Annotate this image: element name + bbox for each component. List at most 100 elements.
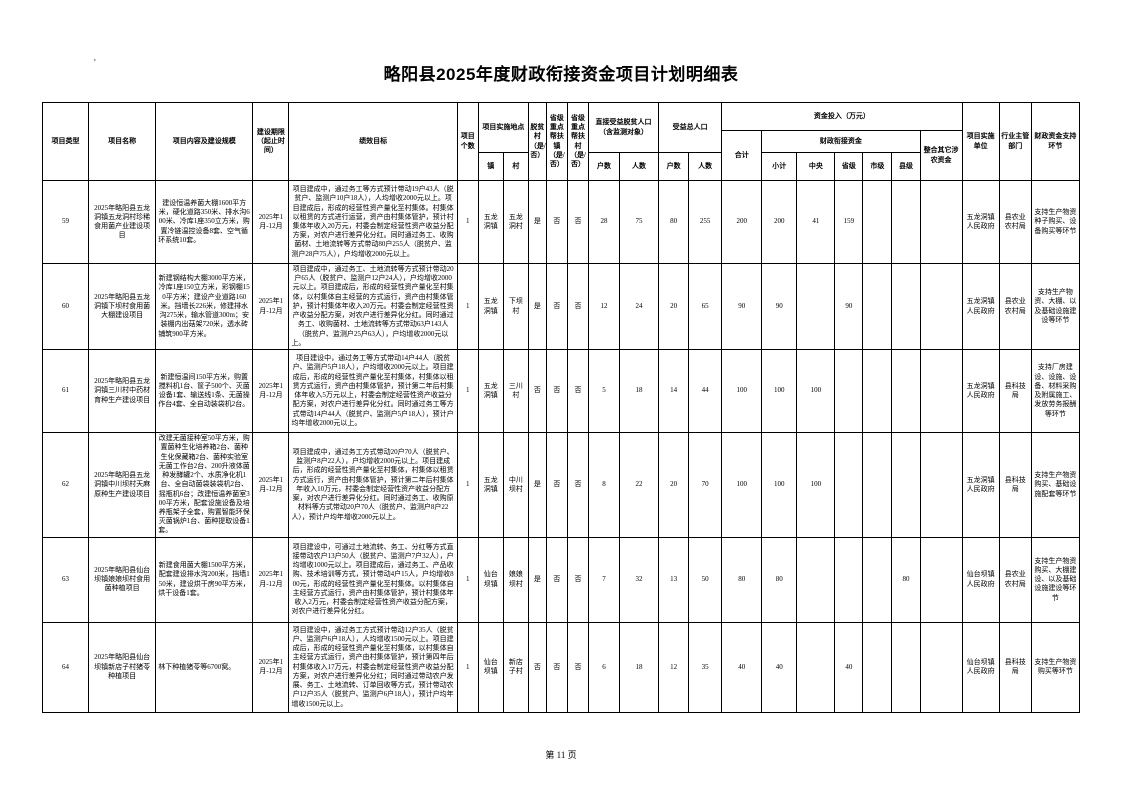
stray-mark: ' — [94, 58, 96, 69]
cell-key-town: 否 — [545, 536, 568, 623]
col-header-key-town: 省级重点帮扶镇（是/否） — [545, 102, 568, 181]
cell-fund-provincial — [834, 432, 864, 538]
cell-fund-subtotal: 100 — [761, 349, 798, 434]
cell-total-pp: 35 — [688, 621, 723, 713]
col-header-implement-unit: 项目实施单位 — [961, 102, 1000, 181]
col-header-project-name: 项目名称 — [88, 102, 157, 181]
cell-key-town: 否 — [545, 621, 568, 713]
table-row: 62 2025年略阳县五龙洞镇中川坝村天麻原种生产建设项目 改建无菌接种室50平方米… — [41, 432, 1081, 538]
cell-fund-total: 80 — [721, 536, 763, 623]
cell-key-village: 否 — [566, 536, 589, 623]
cell-fund-central: 100 — [796, 432, 836, 538]
col-header-fiscal-funds: 财政衔接资金 — [761, 130, 921, 153]
cell-content: 建设恒温养菌大棚1600平方米，硬化道路350米、排水沟600米、冷库1座350… — [155, 180, 254, 264]
cell-support: 支持厂房建设、设施、设备、材料采购及附属施工、发放劳务报酬等环节 — [1030, 349, 1081, 434]
cell-support: 支持生产物资种子购买、设备购买等环节 — [1030, 180, 1081, 264]
cell-fund-subtotal: 100 — [761, 432, 798, 538]
cell-dept: 县科技局 — [998, 349, 1032, 434]
cell-count: 1 — [456, 349, 479, 434]
col-header-location: 项目实施地点 — [477, 102, 529, 153]
cell-total-pp: 255 — [688, 180, 723, 264]
cell-fund-subtotal: 40 — [761, 621, 798, 713]
cell-goal: 项目建成中，通过务工等方式预计带动19户43人（脱贫户、监测户10户18人），人… — [288, 180, 458, 264]
col-header-project-count: 项目个数 — [456, 102, 479, 181]
col-header-performance-goal: 绩效目标 — [288, 102, 458, 181]
table-body: 59 2025年略阳县五龙洞镇五龙洞村珍稀食用菌产业建设项目 建设恒温养菌大棚160… — [41, 180, 1081, 713]
cell-name: 2025年略阳县仙台坝镇娘娘坝村食用菌种植项目 — [88, 536, 157, 623]
cell-goal: 项目建设中，可通过土地流转、务工、分红等方式直接带动农户13户50人（脱贫户、监… — [288, 536, 458, 623]
cell-key-town: 否 — [545, 262, 568, 351]
cell-fund-provincial: 90 — [834, 262, 864, 351]
cell-key-town: 否 — [545, 349, 568, 434]
cell-seq: 60 — [41, 262, 90, 351]
cell-fund-total: 100 — [721, 349, 763, 434]
cell-goal: 项目建成中，通过务工、土地流转等方式预计带动20户65人（脱贫户、监测户12户2… — [288, 262, 458, 351]
cell-direct-hh: 5 — [587, 349, 621, 434]
cell-unit: 仙台坝镇人民政府 — [961, 621, 1000, 713]
cell-direct-pp: 32 — [619, 536, 660, 623]
cell-support: 支持生产物资、大棚、以及基础设施建设等环节 — [1030, 262, 1081, 351]
cell-direct-pp: 22 — [619, 432, 660, 538]
cell-fund-municipal — [862, 536, 893, 623]
cell-support: 支持生产物资购买、基础设施配套等环节 — [1030, 432, 1081, 538]
col-header-key-village: 省级重点帮扶村（是/否） — [566, 102, 589, 181]
cell-goal: 项目建设中，通过务工方式预计带动12户35人（脱贫户、监测户6户18人），人均增… — [288, 621, 458, 713]
col-header-county: 县级 — [891, 152, 921, 181]
cell-fund-county — [891, 262, 921, 351]
cell-total-hh: 20 — [658, 262, 690, 351]
col-header-total-people: 人数 — [688, 152, 723, 181]
cell-period: 2025年1月-12月 — [252, 349, 290, 434]
cell-fund-central — [796, 536, 836, 623]
cell-total-pp: 65 — [688, 262, 723, 351]
col-header-industry-dept: 行业主管部门 — [998, 102, 1032, 181]
table-row: 60 2025年略阳县五龙洞镇下坝村食用菌大棚建设项目 新建钢结构大棚3000平方米… — [41, 262, 1081, 351]
cell-town: 仙台坝镇 — [477, 621, 504, 713]
cell-unit: 五龙洞镇人民政府 — [961, 432, 1000, 538]
cell-village: 娘娘坝村 — [502, 536, 529, 623]
cell-unit: 五龙洞镇人民政府 — [961, 349, 1000, 434]
cell-fund-other — [919, 262, 963, 351]
cell-seq: 63 — [41, 536, 90, 623]
cell-content: 新建恒温间150平方米，购置搅料机1台、筐子500个、灭菌设备1套、输送线1条、… — [155, 349, 254, 434]
cell-town: 五龙洞镇 — [477, 432, 504, 538]
cell-poor-village: 是 — [527, 262, 547, 351]
cell-town: 五龙洞镇 — [477, 262, 504, 351]
cell-goal: 项目建设中，通过务工等方式带动14户44人（脱贫户、监测户5户18人），户均增收… — [288, 349, 458, 434]
cell-fund-provincial: 40 — [834, 621, 864, 713]
cell-period: 2025年1月-12月 — [252, 621, 290, 713]
cell-fund-provincial — [834, 536, 864, 623]
cell-name: 2025年略阳县五龙洞镇五龙洞村珍稀食用菌产业建设项目 — [88, 180, 157, 264]
cell-direct-pp: 18 — [619, 349, 660, 434]
cell-poor-village: 是 — [527, 536, 547, 623]
cell-fund-other — [919, 349, 963, 434]
cell-village: 五龙洞村 — [502, 180, 529, 264]
cell-fund-total: 40 — [721, 621, 763, 713]
cell-key-village: 否 — [566, 349, 589, 434]
cell-seq: 64 — [41, 621, 90, 713]
cell-fund-municipal — [862, 262, 893, 351]
cell-key-village: 否 — [566, 432, 589, 538]
cell-support: 支持生产物资购买、大棚建设、以及基础设施建设等环节 — [1030, 536, 1081, 623]
cell-unit: 五龙洞镇人民政府 — [961, 262, 1000, 351]
cell-fund-subtotal: 80 — [761, 536, 798, 623]
cell-key-village: 否 — [566, 180, 589, 264]
cell-dept: 县农业农村局 — [998, 262, 1032, 351]
cell-dept: 县农业农村局 — [998, 536, 1032, 623]
cell-direct-hh: 12 — [587, 262, 621, 351]
col-header-fund-total: 合计 — [721, 130, 763, 181]
cell-fund-county: 80 — [891, 536, 921, 623]
col-header-central: 中央 — [796, 152, 836, 181]
cell-direct-hh: 28 — [587, 180, 621, 264]
cell-poor-village: 否 — [527, 621, 547, 713]
cell-dept: 县科技局 — [998, 432, 1032, 538]
cell-fund-municipal — [862, 621, 893, 713]
cell-seq: 59 — [41, 180, 90, 264]
cell-key-village: 否 — [566, 621, 589, 713]
table-row: 63 2025年略阳县仙台坝镇娘娘坝村食用菌种植项目 新建食用菌大棚1500平方米，… — [41, 536, 1081, 623]
cell-unit: 仙台坝镇人民政府 — [961, 536, 1000, 623]
cell-name: 2025年略阳县五龙洞镇下坝村食用菌大棚建设项目 — [88, 262, 157, 351]
cell-direct-pp: 18 — [619, 621, 660, 713]
page-number: 第 11 页 — [545, 750, 577, 760]
cell-total-hh: 13 — [658, 536, 690, 623]
cell-fund-central: 100 — [796, 349, 836, 434]
